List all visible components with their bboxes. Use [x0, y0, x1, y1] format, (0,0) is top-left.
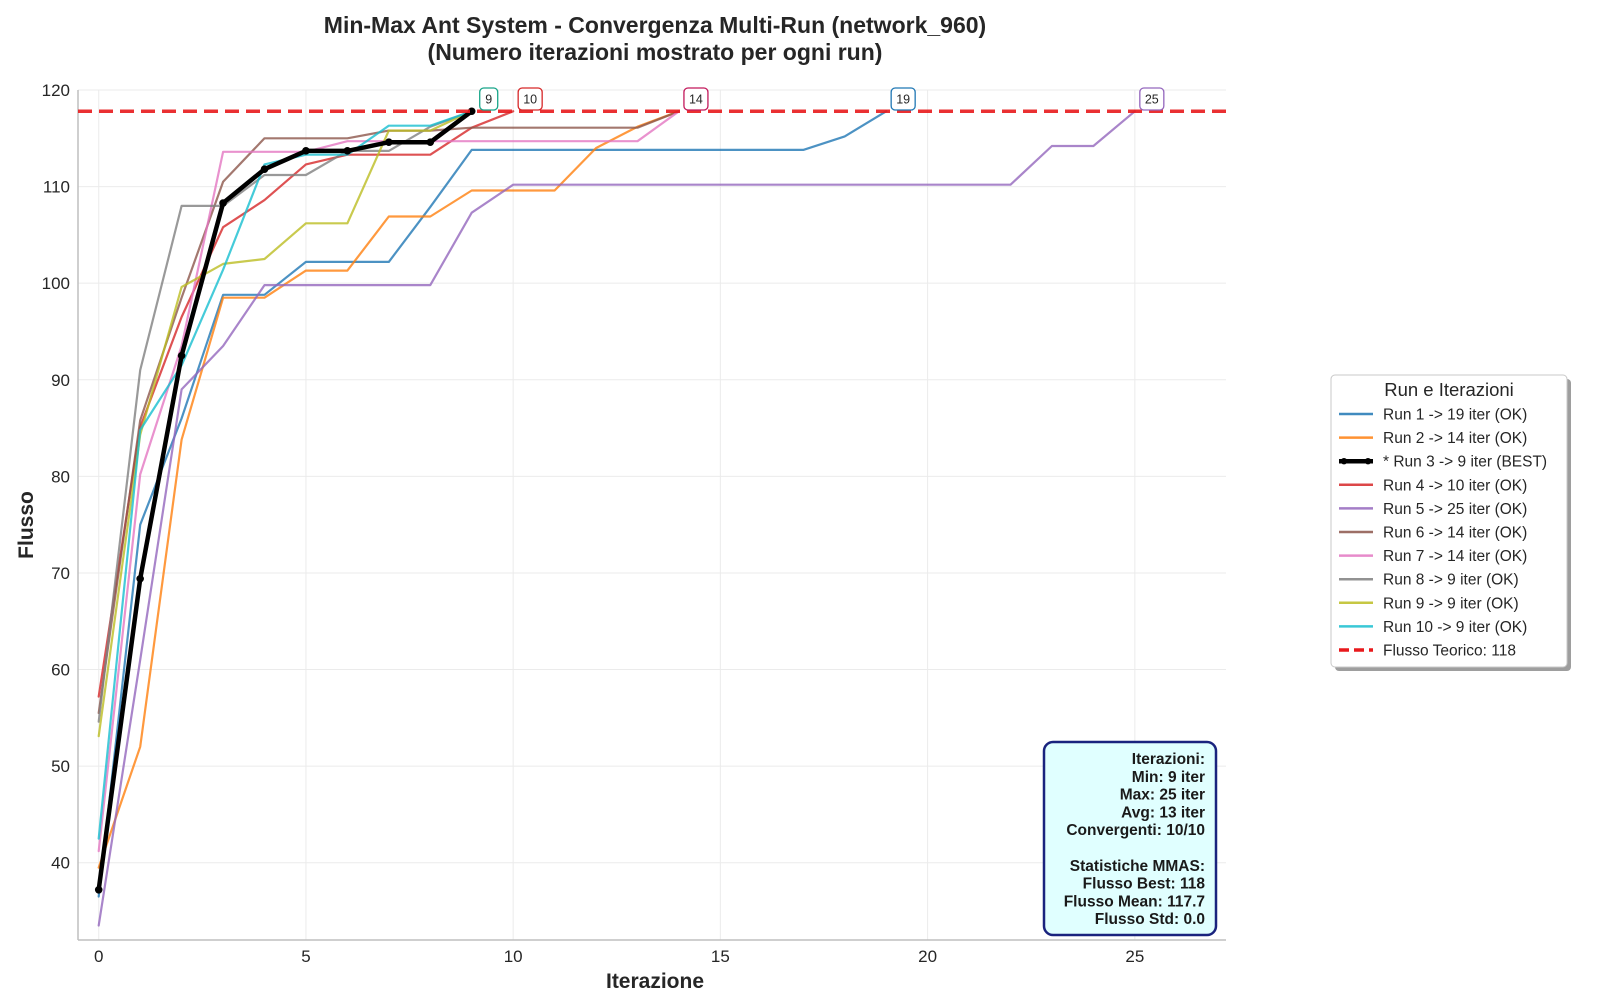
- x-tick-label: 5: [301, 947, 310, 966]
- stats-line: Flusso Mean: 117.7: [1064, 893, 1205, 910]
- x-tick-label: 20: [918, 947, 937, 966]
- iteration-end-label-box: [683, 87, 709, 111]
- stats-line: Iterazioni:: [1132, 751, 1205, 768]
- stats-box-frame: [1042, 740, 1218, 937]
- stats-line: Max: 25 iter: [1120, 787, 1205, 804]
- iteration-end-label: 14: [689, 93, 703, 107]
- y-tick-label: 80: [51, 467, 70, 486]
- y-tick-label: 90: [51, 371, 70, 390]
- series-line-run-1: [97, 110, 888, 898]
- legend-entry-label: Run 6 -> 14 iter (OK): [1383, 525, 1527, 542]
- legend-entry-label: Run 10 -> 9 iter (OK): [1383, 619, 1527, 636]
- series-line-run-2: [97, 110, 681, 869]
- legend-title: Run e Iterazioni: [1384, 379, 1514, 400]
- y-axis-label: Flusso: [15, 491, 38, 559]
- series-layer: [94, 107, 1136, 927]
- y-tick-label: 40: [51, 854, 70, 873]
- legend-entry-label: Run 5 -> 25 iter (OK): [1383, 501, 1527, 518]
- iteration-end-label: 25: [1145, 93, 1159, 107]
- legend-entry-label: Flusso Teorico: 118: [1383, 643, 1516, 660]
- iteration-end-label-box: [517, 87, 543, 111]
- stats-line: Flusso Best: 118: [1083, 876, 1206, 893]
- stats-line: Flusso Std: 0.0: [1095, 911, 1205, 928]
- chart-title-line2: (Numero iterazioni mostrato per ogni run…: [428, 39, 883, 65]
- legend-frame: [1330, 374, 1568, 668]
- y-tick-label: 50: [51, 757, 70, 776]
- legend-entry-label: Run 2 -> 14 iter (OK): [1383, 430, 1527, 447]
- x-tick-label: 15: [711, 947, 730, 966]
- best-run-point: [260, 165, 269, 174]
- best-run-point: [219, 199, 227, 207]
- y-tick-label: 70: [51, 564, 70, 583]
- x-tick-label: 10: [504, 947, 523, 966]
- series-line-run-5: [97, 110, 1136, 927]
- iteration-end-label: 9: [485, 93, 492, 107]
- x-axis-label: Iterazione: [606, 970, 704, 993]
- best-run-point: [467, 107, 476, 116]
- stats-line: Avg: 13 iter: [1121, 804, 1205, 821]
- y-tick-label: 100: [42, 274, 70, 293]
- series-line-run-6: [97, 110, 681, 715]
- legend-entry-label: Run 7 -> 14 iter (OK): [1383, 548, 1527, 565]
- legend-entry-label: Run 1 -> 19 iter (OK): [1383, 407, 1527, 424]
- iteration-end-label: 10: [523, 93, 537, 107]
- legend-entry-label: Run 8 -> 9 iter (OK): [1383, 572, 1519, 589]
- series-line-run-8: [97, 110, 473, 723]
- x-tick-label: 25: [1125, 947, 1144, 966]
- best-run-point: [177, 351, 186, 360]
- series-line-run-4: [97, 110, 515, 698]
- best-run-point: [136, 574, 144, 583]
- legend-swatch-marker: [1364, 458, 1372, 465]
- y-tick-label: 110: [43, 178, 70, 197]
- iteration-end-label-box: [1139, 87, 1165, 111]
- legend-swatch-marker: [1340, 458, 1348, 465]
- legend-entry-label: Run 4 -> 10 iter (OK): [1383, 477, 1527, 494]
- y-tick-label: 120: [42, 81, 70, 100]
- series-line-run-9: [97, 110, 473, 738]
- stats-line: Statistiche MMAS:: [1070, 858, 1205, 875]
- legend: Run e Iterazioni Run 1 -> 19 iter (OK) Run…: [1330, 374, 1571, 671]
- series-line-run-10: [97, 110, 473, 840]
- end-label-layer: 9 10 14 19 25: [479, 87, 1165, 111]
- best-run-point: [343, 147, 352, 155]
- series-line-run-7: [97, 110, 681, 853]
- legend-entry-label: Run 9 -> 9 iter (OK): [1383, 595, 1519, 612]
- legend-entry-label: * Run 3 -> 9 iter (BEST): [1383, 454, 1547, 471]
- grid-layer: [78, 89, 1226, 940]
- best-run-point: [426, 138, 435, 146]
- best-run-point: [302, 147, 310, 155]
- x-tick-label: 0: [94, 947, 103, 966]
- iteration-end-label-box: [890, 87, 916, 111]
- iteration-end-label-box: [479, 87, 499, 111]
- stats-line: Convergenti: 10/10: [1066, 822, 1205, 839]
- chart-title-line1: Min-Max Ant System - Convergenza Multi-R…: [324, 12, 986, 38]
- y-tick-label: 60: [51, 661, 70, 680]
- axes-layer: 0 5 10 15 20 25 40 50 60 70 80 90 100 110 120: [42, 81, 1226, 966]
- best-run-point: [385, 138, 393, 146]
- iteration-end-label: 19: [896, 93, 910, 107]
- best-run-point: [94, 885, 103, 894]
- stats-line: Min: 9 iter: [1132, 769, 1205, 786]
- series-line-run-3: [96, 109, 474, 893]
